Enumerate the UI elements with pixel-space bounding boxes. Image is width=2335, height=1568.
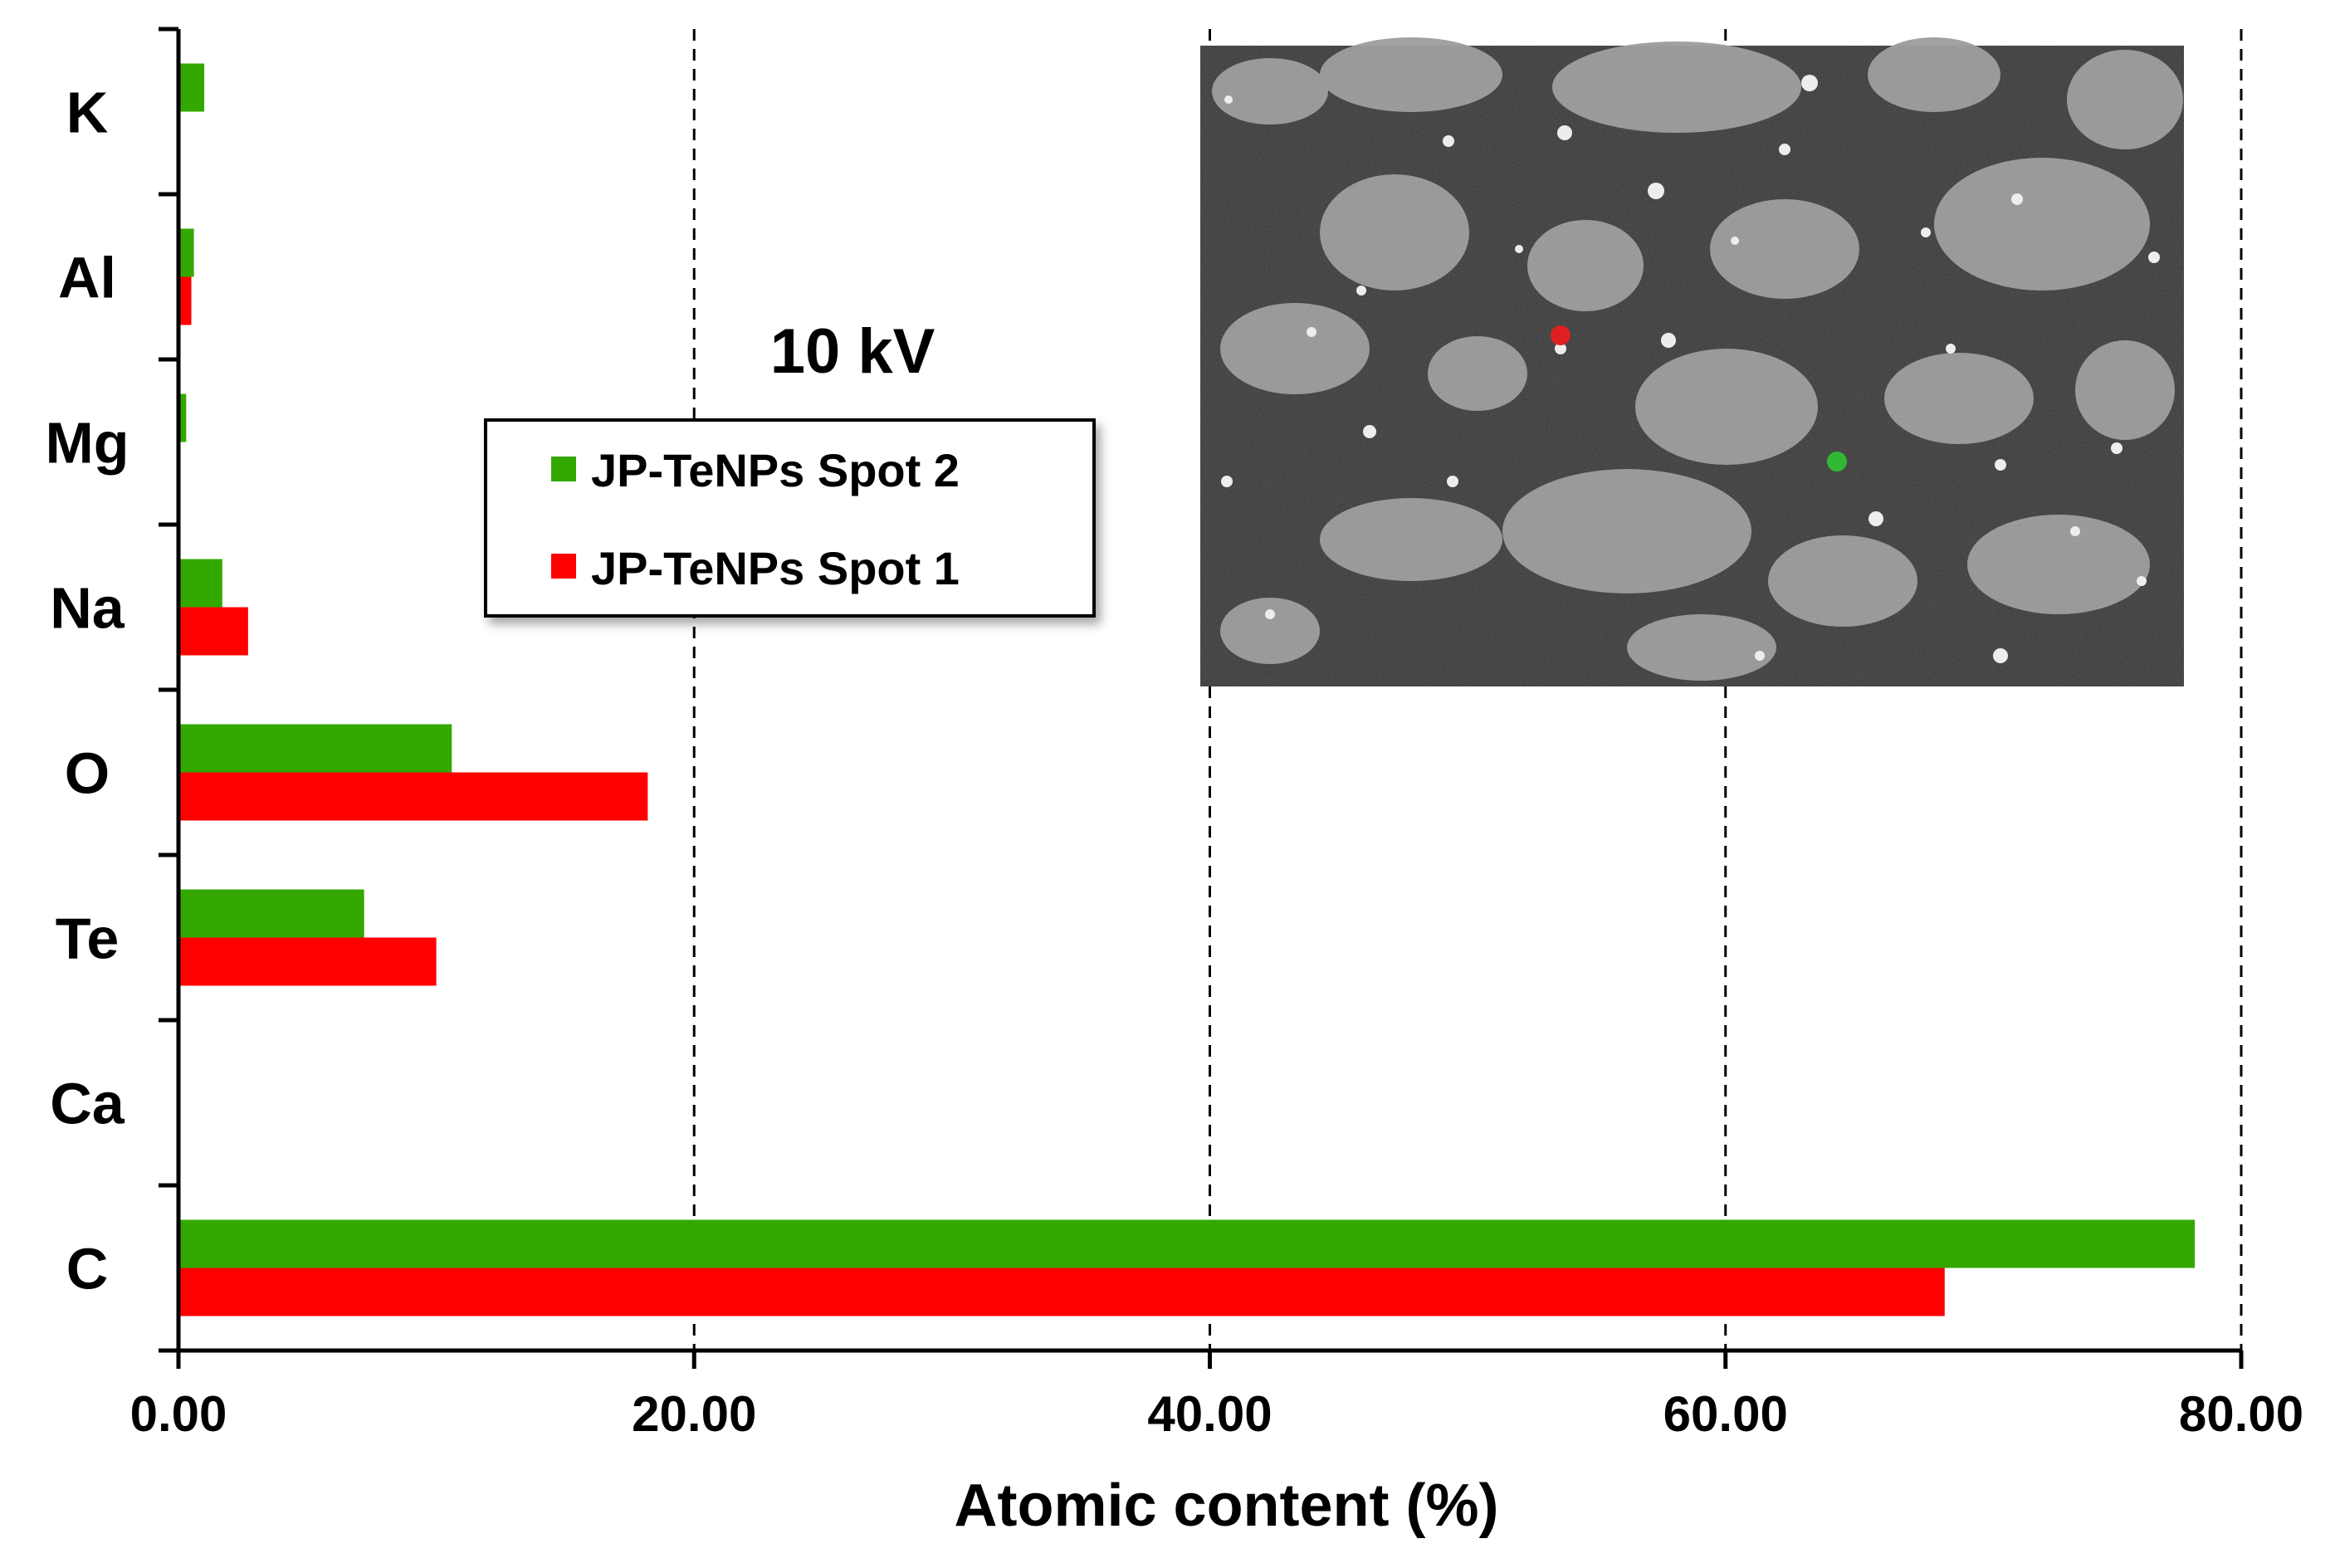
category-label-o: O: [65, 741, 110, 806]
category-label-ca: Ca: [50, 1072, 125, 1136]
axis-labels: K Al Mg Na O Te Ca C 0.00 20.00 40.00 60.00 80.00 Ato…: [45, 81, 2303, 1540]
bar-k-series-1: [178, 63, 205, 112]
legend-swatch-spot-2: [551, 457, 576, 481]
bar-c-series-2: [178, 1268, 1945, 1316]
x-tick-label-20.00: 20.00: [632, 1386, 756, 1442]
bar-al-series-2: [178, 276, 192, 325]
axes: [159, 27, 2244, 1369]
x-tick-label-0.00: 0.00: [130, 1386, 227, 1442]
spot-1-marker: [1551, 325, 1571, 345]
x-tick-label-80.00: 80.00: [2179, 1386, 2303, 1442]
category-label-na: Na: [50, 576, 125, 641]
bar-o-series-2: [178, 772, 648, 821]
bar-c-series-1: [178, 1219, 2196, 1268]
category-label-al: Al: [58, 246, 116, 310]
bar-al-series-1: [178, 228, 194, 277]
voltage-annotation: 10 kV: [770, 316, 935, 387]
category-label-mg: Mg: [45, 411, 129, 476]
category-label-c: C: [66, 1237, 109, 1302]
x-tick-label-60.00: 60.00: [1663, 1386, 1788, 1442]
bar-mg-series-1: [178, 393, 187, 442]
bar-te-series-1: [178, 889, 364, 938]
category-label-te: Te: [56, 906, 120, 971]
sem-image-texture: [1200, 46, 2184, 686]
legend-swatch-spot-1: [551, 554, 576, 579]
bar-na-series-1: [178, 559, 222, 608]
x-axis-title: Atomic content (%): [955, 1473, 1499, 1539]
bar-te-series-2: [178, 937, 437, 986]
category-label-k: K: [66, 81, 109, 145]
legend-label-spot-1: JP-TeNPs Spot 1: [591, 542, 960, 594]
bars: [178, 63, 2196, 1316]
sem-image-inset: [1200, 37, 2184, 686]
legend-label-spot-2: JP-TeNPs Spot 2: [591, 444, 960, 496]
spot-2-marker: [1827, 452, 1847, 471]
x-tick-label-40.00: 40.00: [1147, 1386, 1272, 1442]
bar-o-series-1: [178, 724, 452, 773]
bar-na-series-2: [178, 607, 248, 656]
legend-box: [484, 418, 1096, 618]
legend: JP-TeNPs Spot 2 JP-TeNPs Spot 1: [484, 418, 1096, 618]
